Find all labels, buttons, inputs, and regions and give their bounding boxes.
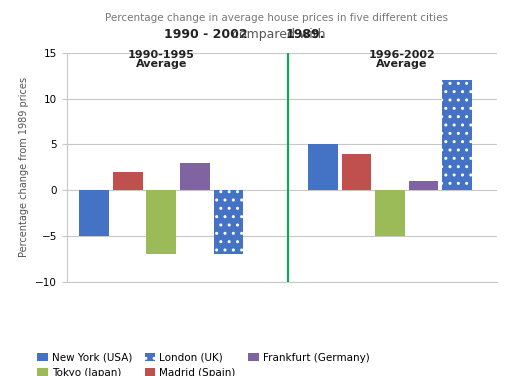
Y-axis label: Percentage change from 1989 prices: Percentage change from 1989 prices [19, 77, 29, 257]
Bar [146, 190, 176, 255]
Bar [409, 181, 438, 190]
Bar [180, 163, 209, 190]
Bar [442, 80, 472, 190]
Legend: New York (USA), Tokyo (Japan), London (UK), Madrid (Spain), Frankfurt (Germany): New York (USA), Tokyo (Japan), London (U… [37, 353, 370, 376]
Bar [375, 190, 405, 236]
Bar [342, 153, 371, 190]
Text: 1990-1995: 1990-1995 [128, 50, 195, 60]
Bar [308, 144, 338, 190]
Text: 1989.: 1989. [286, 28, 325, 41]
Text: Average: Average [376, 59, 428, 69]
Text: 1990 - 2002: 1990 - 2002 [164, 28, 247, 41]
Text: compared with: compared with [228, 28, 329, 41]
Text: 1996-2002: 1996-2002 [369, 50, 435, 60]
Bar [214, 190, 243, 255]
Bar [113, 172, 142, 190]
Text: Percentage change in average house prices in five different cities: Percentage change in average house price… [105, 13, 448, 23]
Text: Average: Average [136, 59, 187, 69]
Bar [79, 190, 109, 236]
